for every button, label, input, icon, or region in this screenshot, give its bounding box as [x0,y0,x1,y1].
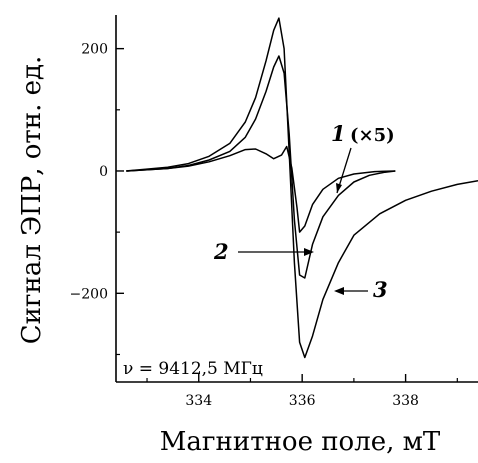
series-2-line [126,55,396,279]
series-1-line [126,145,396,233]
series-3-arrowhead [334,287,344,295]
series-2-arrowhead [304,248,314,256]
series-3-label: 3 [373,277,388,302]
y-tick-label: −200 [70,286,108,302]
chart-curves [126,17,478,359]
series-1-label: 1 [331,121,346,146]
chart-annotations: 1 (×5) 2 3 [213,121,395,302]
chart-axes [115,15,478,383]
y-axis-title: Сигнал ЭПР, отн. ед. [17,56,47,345]
x-axis-title: Магнитное поле, мТ [160,427,441,457]
series-1-arrowhead [336,183,342,193]
series-1-scale-note: (×5) [350,125,395,146]
x-tick-label: 334 [185,393,212,409]
chart-ticks: 334 336 338 −200 0 200 [70,42,458,409]
series-2-label: 2 [213,239,229,264]
y-tick-label: 200 [81,42,108,58]
x-tick-label: 336 [289,393,316,409]
x-tick-label: 338 [392,393,419,409]
frequency-annotation: ν = 9412,5 МГц [123,359,263,379]
y-tick-label: 0 [99,164,108,180]
series-3-line [126,17,478,359]
